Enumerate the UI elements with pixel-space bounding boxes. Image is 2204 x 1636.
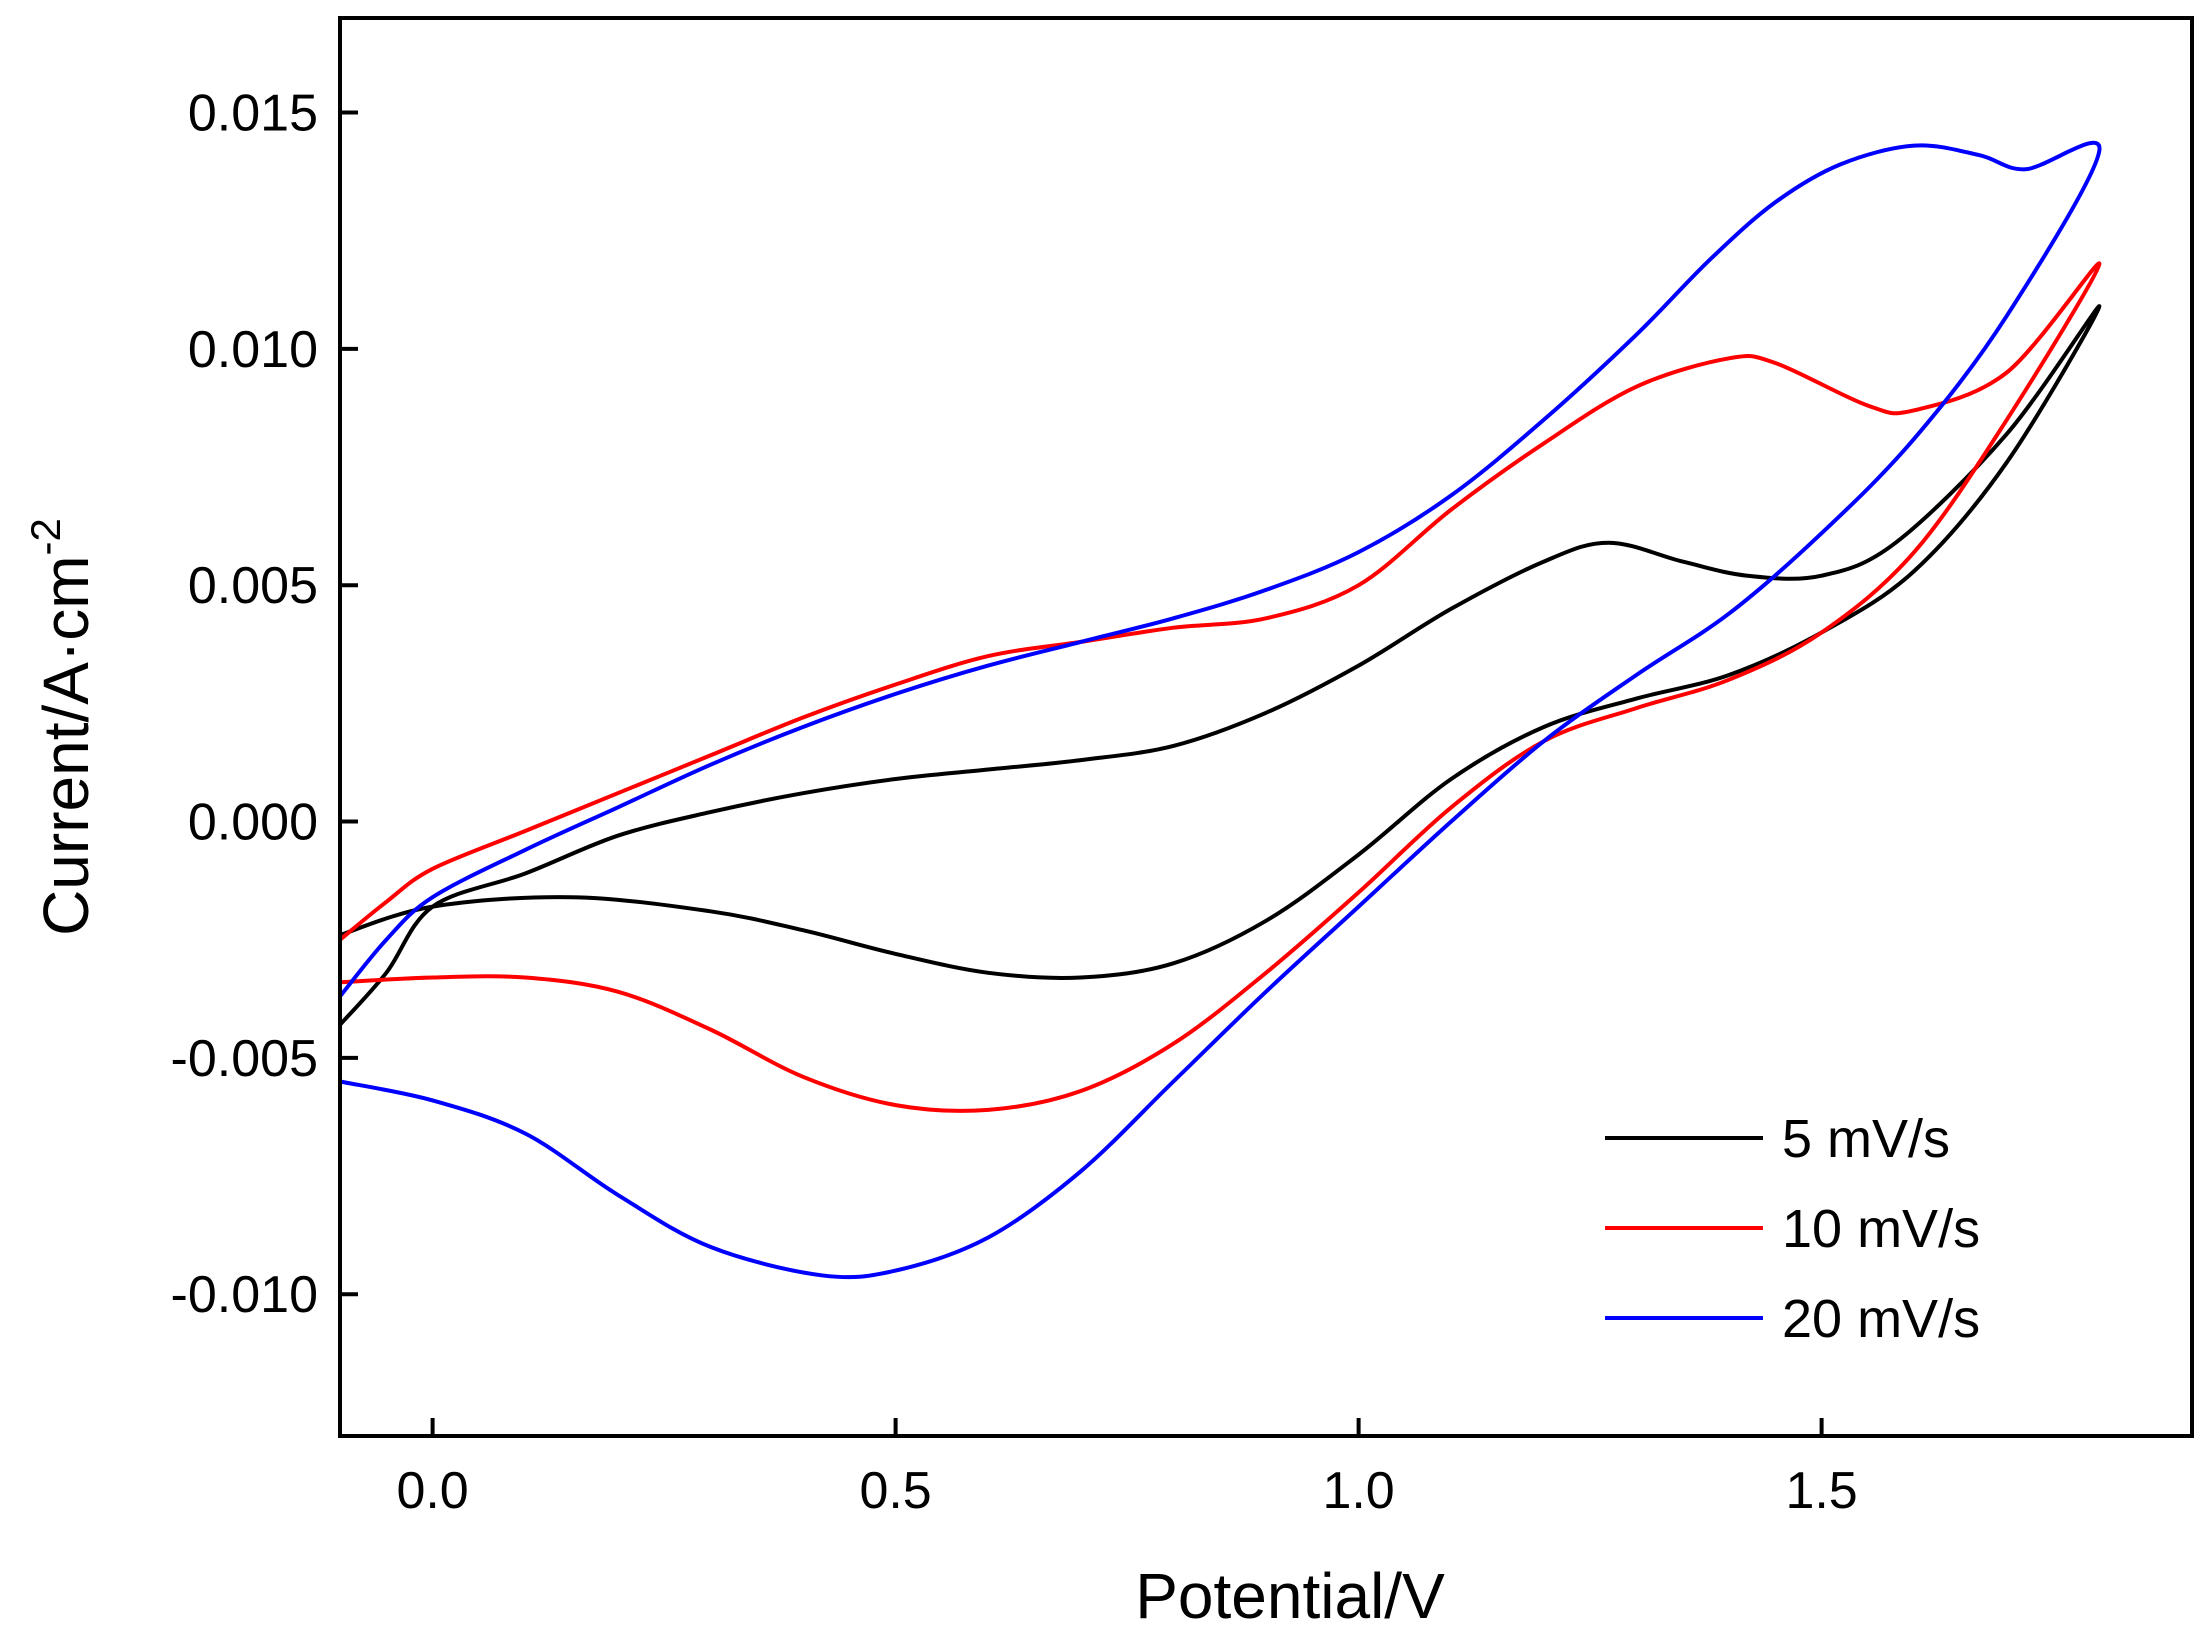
y-tick-label: 0.000 <box>188 794 318 852</box>
y-axis-ticks: -0.010 -0.005 0.000 0.005 0.010 0.015 <box>171 85 358 1324</box>
x-tick-label: 1.0 <box>1322 1462 1394 1520</box>
x-tick-label: 0.5 <box>859 1462 931 1520</box>
x-axis-title: Potential/V <box>1135 1560 1445 1632</box>
y-tick-label: 0.015 <box>188 85 318 143</box>
plot-frame <box>338 16 2194 1438</box>
y-axis-title: Current/A·cm-2 <box>22 518 102 936</box>
legend-label-2: 20 mV/s <box>1782 1289 1980 1349</box>
y-axis-title-main: Current/A·cm <box>30 555 102 936</box>
x-tick-label: 1.5 <box>1785 1462 1857 1520</box>
series-line-2 <box>338 140 2102 1280</box>
series-layer <box>338 140 2102 1280</box>
y-tick-label: 0.010 <box>188 321 318 379</box>
series-line-1 <box>338 261 2102 1113</box>
legend: 5 mV/s 10 mV/s 20 mV/s <box>1605 1109 1980 1349</box>
series-line-0 <box>338 304 2102 1027</box>
legend-label-1: 10 mV/s <box>1782 1199 1980 1259</box>
y-tick-label: -0.010 <box>171 1266 318 1324</box>
x-axis-ticks: 0.0 0.5 1.0 1.5 <box>396 1418 1858 1520</box>
legend-label-0: 5 mV/s <box>1782 1109 1950 1169</box>
y-axis-title-superscript: -2 <box>22 518 69 555</box>
y-tick-label: 0.005 <box>188 557 318 615</box>
y-tick-label: -0.005 <box>171 1030 318 1088</box>
x-tick-label: 0.0 <box>396 1462 468 1520</box>
